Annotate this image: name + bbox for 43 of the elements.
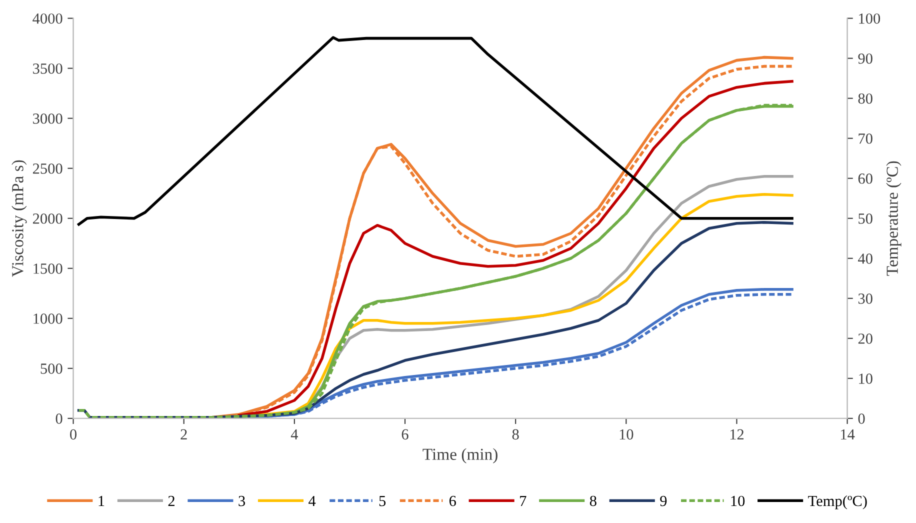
y2-tick-label: 90: [858, 53, 872, 64]
x-tick-label: 8: [512, 429, 519, 440]
x-tick-label: 4: [290, 429, 298, 440]
y-tick-label: 1000: [34, 314, 62, 324]
y-tick-label: 500: [40, 364, 62, 374]
y2-tick-label: 40: [858, 254, 872, 264]
y-axis-title: Viscosity (mPa s): [12, 160, 27, 277]
line-series: [77, 36, 794, 226]
legend-label: Temp(ºC): [808, 495, 867, 510]
y2-tick-label: 10: [859, 374, 872, 384]
legend-label: 6: [449, 496, 456, 506]
y2-tick-label: 80: [858, 93, 872, 104]
x-axis-title: Time (min): [422, 448, 498, 464]
x-tick-label: 2: [180, 429, 187, 440]
y-tick-label: 3000: [33, 113, 62, 124]
y2-tick-label: 50: [858, 213, 872, 224]
x-tick-label: 0: [70, 429, 77, 440]
legend-label: 5: [379, 496, 386, 506]
x-tick-label: 6: [402, 429, 408, 440]
y2-tick-label: 0: [858, 414, 865, 424]
legend-label: 3: [238, 496, 245, 506]
legend-label: 10: [731, 496, 745, 506]
y2-tick-label: 100: [859, 13, 880, 24]
y2-tick-label: 60: [858, 173, 872, 184]
y-tick-label: 3500: [33, 63, 62, 74]
x-tick-label: 12: [730, 429, 744, 440]
legend-label: 7: [520, 496, 526, 506]
y-tick-label: 4000: [32, 13, 62, 24]
y-tick-label: 1500: [34, 264, 62, 274]
legend-label: 9: [660, 496, 667, 506]
y-tick-label: 0: [56, 414, 62, 424]
legend-label: 2: [168, 496, 174, 506]
y-tick-label: 2000: [32, 213, 62, 224]
legend-label: 4: [308, 496, 316, 506]
y-tick-label: 2500: [32, 163, 62, 174]
y2-axis-title: Temperature (ºC): [886, 161, 902, 276]
legend-label: 1: [98, 496, 104, 506]
y2-tick-label: 20: [858, 334, 872, 344]
x-tick-label: 14: [841, 429, 855, 440]
y2-tick-label: 70: [858, 133, 872, 144]
x-tick-label: 10: [620, 429, 634, 440]
y2-tick-label: 30: [858, 294, 872, 304]
legend-label: 8: [590, 496, 596, 506]
